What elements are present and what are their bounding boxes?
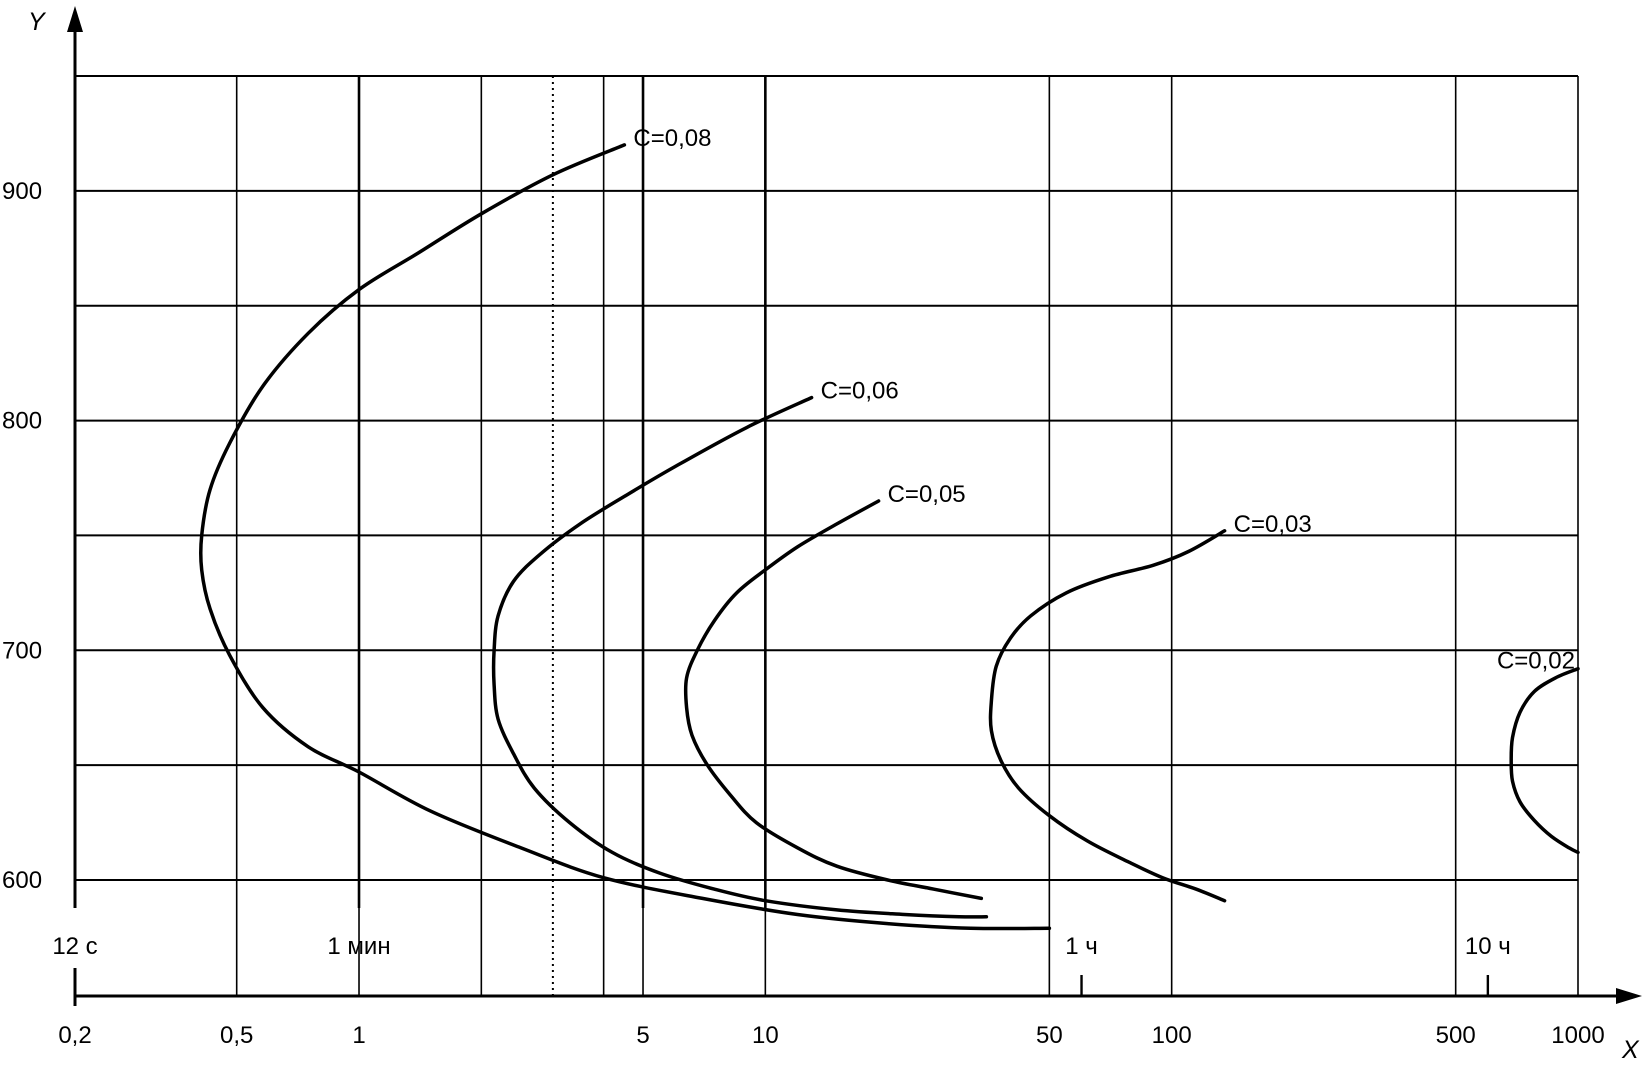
y-axis-title: Y xyxy=(28,8,47,36)
grid xyxy=(75,75,1579,996)
y-tick-label: 900 xyxy=(2,178,42,205)
y-tick-label: 600 xyxy=(2,867,42,894)
y-tick-label: 700 xyxy=(2,637,42,664)
x-tick-label: 500 xyxy=(1436,1022,1476,1049)
x-axis-title: X xyxy=(1621,1036,1640,1064)
x-axis-arrow xyxy=(1616,988,1642,1004)
series-line xyxy=(683,499,984,901)
curve-label: C=0,08 xyxy=(633,125,711,152)
curve-label: C=0,02 xyxy=(1497,648,1575,675)
axes xyxy=(67,6,1642,1006)
x-tick-label: 5 xyxy=(636,1022,649,1049)
x-tick-label: 1000 xyxy=(1551,1022,1604,1049)
series-line xyxy=(1509,666,1580,855)
x-tick-label: 1 xyxy=(352,1022,365,1049)
time-tick-label: 1 мин xyxy=(327,933,390,960)
series-line xyxy=(988,529,1227,903)
y-tick-label: 800 xyxy=(2,408,42,435)
series-line xyxy=(198,143,1052,931)
time-tick-label: 10 ч xyxy=(1465,933,1511,960)
time-tick-label: 1 ч xyxy=(1065,933,1098,960)
y-axis-arrow xyxy=(67,6,83,32)
series-layer xyxy=(198,143,1580,931)
x-tick-label: 50 xyxy=(1036,1022,1063,1049)
labels: 600 700 800 900 0,2 0,5 1 5 10 50 100 500 1000 12 с 1 … xyxy=(2,125,1605,1049)
curve-label: C=0,05 xyxy=(888,481,966,508)
series-line xyxy=(491,395,989,919)
curve-label: C=0,06 xyxy=(821,378,899,405)
x-tick-label: 10 xyxy=(752,1022,779,1049)
x-tick-label: 0,5 xyxy=(220,1022,253,1049)
time-tick-label: 12 с xyxy=(52,933,97,960)
x-tick-label: 100 xyxy=(1152,1022,1192,1049)
curve-label: C=0,03 xyxy=(1234,511,1312,538)
x-tick-label: 0,2 xyxy=(58,1022,91,1049)
